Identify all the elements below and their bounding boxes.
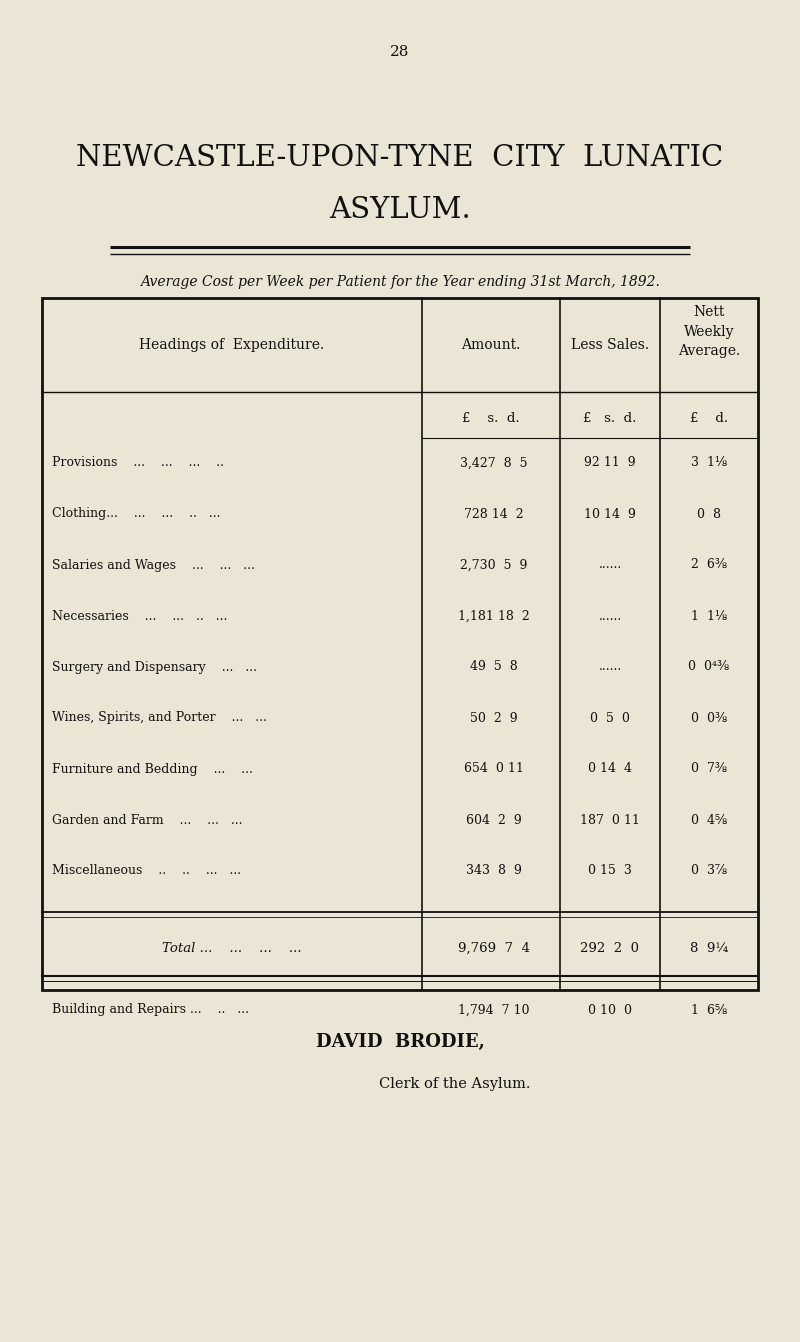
Text: Headings of  Expenditure.: Headings of Expenditure.: [139, 338, 325, 352]
Text: Salaries and Wages    ...    ...   ...: Salaries and Wages ... ... ...: [52, 558, 255, 572]
Text: Surgery and Dispensary    ...   ...: Surgery and Dispensary ... ...: [52, 660, 257, 674]
Text: 292  2  0: 292 2 0: [581, 942, 639, 954]
Text: Garden and Farm    ...    ...   ...: Garden and Farm ... ... ...: [52, 813, 242, 827]
Text: 10 14  9: 10 14 9: [584, 507, 636, 521]
Text: 654  0 11: 654 0 11: [464, 762, 524, 776]
Text: £   s.  d.: £ s. d.: [583, 412, 637, 424]
Text: 0  7⅜: 0 7⅜: [691, 762, 727, 776]
Text: £    s.  d.: £ s. d.: [462, 412, 520, 424]
Text: Building and Repairs ...    ..   ...: Building and Repairs ... .. ...: [52, 1004, 249, 1016]
Text: 0  3⅞: 0 3⅞: [691, 864, 727, 878]
Text: 0 10  0: 0 10 0: [588, 1004, 632, 1016]
Text: 9,769  7  4: 9,769 7 4: [458, 942, 530, 954]
Text: 0 15  3: 0 15 3: [588, 864, 632, 878]
Text: ......: ......: [598, 660, 622, 674]
Text: 2,730  5  9: 2,730 5 9: [460, 558, 528, 572]
Text: 3  1⅛: 3 1⅛: [691, 456, 727, 470]
Text: Total ...    ...    ...    ...: Total ... ... ... ...: [162, 942, 302, 954]
Text: 0  0⅜: 0 0⅜: [691, 711, 727, 725]
Text: DAVID  BRODIE,: DAVID BRODIE,: [315, 1033, 485, 1051]
Text: Necessaries    ...    ...   ..   ...: Necessaries ... ... .. ...: [52, 609, 227, 623]
Text: Wines, Spirits, and Porter    ...   ...: Wines, Spirits, and Porter ... ...: [52, 711, 267, 725]
Text: £    d.: £ d.: [690, 412, 728, 424]
Text: 0  0⁴⅜: 0 0⁴⅜: [689, 660, 730, 674]
Text: 1,181 18  2: 1,181 18 2: [458, 609, 530, 623]
Text: 0  4⅝: 0 4⅝: [691, 813, 727, 827]
Text: Furniture and Bedding    ...    ...: Furniture and Bedding ... ...: [52, 762, 253, 776]
Text: ASYLUM.: ASYLUM.: [329, 196, 471, 224]
Text: 92 11  9: 92 11 9: [584, 456, 636, 470]
Text: Amount.: Amount.: [462, 338, 521, 352]
Text: 604  2  9: 604 2 9: [466, 813, 522, 827]
Text: 1  6⅝: 1 6⅝: [691, 1004, 727, 1016]
Bar: [42, 298, 758, 990]
Text: 2  6⅜: 2 6⅜: [691, 558, 727, 572]
Text: Average Cost per Week per Patient for the Year ending 31st March, 1892.: Average Cost per Week per Patient for th…: [140, 275, 660, 289]
Text: 28: 28: [390, 46, 410, 59]
Text: NEWCASTLE-UPON-TYNE  CITY  LUNATIC: NEWCASTLE-UPON-TYNE CITY LUNATIC: [76, 144, 724, 172]
Text: Provisions    ...    ...    ...    ..: Provisions ... ... ... ..: [52, 456, 224, 470]
Text: Clothing...    ...    ...    ..   ...: Clothing... ... ... .. ...: [52, 507, 221, 521]
Text: ......: ......: [598, 558, 622, 572]
Text: ......: ......: [598, 609, 622, 623]
Text: 0  5  0: 0 5 0: [590, 711, 630, 725]
Text: 49  5  8: 49 5 8: [470, 660, 518, 674]
Text: 187  0 11: 187 0 11: [580, 813, 640, 827]
Text: 8  9¼: 8 9¼: [690, 942, 728, 954]
Text: 343  8  9: 343 8 9: [466, 864, 522, 878]
Text: Miscellaneous    ..    ..    ...   ...: Miscellaneous .. .. ... ...: [52, 864, 241, 878]
Text: Less Sales.: Less Sales.: [571, 338, 649, 352]
Text: 0  8: 0 8: [697, 507, 721, 521]
Text: 1  1⅛: 1 1⅛: [691, 609, 727, 623]
Text: 1,794  7 10: 1,794 7 10: [458, 1004, 530, 1016]
Text: 0 14  4: 0 14 4: [588, 762, 632, 776]
Text: Nett
Weekly
Average.: Nett Weekly Average.: [678, 306, 740, 358]
Text: Clerk of the Asylum.: Clerk of the Asylum.: [379, 1078, 530, 1091]
Text: 50  2  9: 50 2 9: [470, 711, 518, 725]
Text: 3,427  8  5: 3,427 8 5: [460, 456, 528, 470]
Text: 728 14  2: 728 14 2: [464, 507, 524, 521]
